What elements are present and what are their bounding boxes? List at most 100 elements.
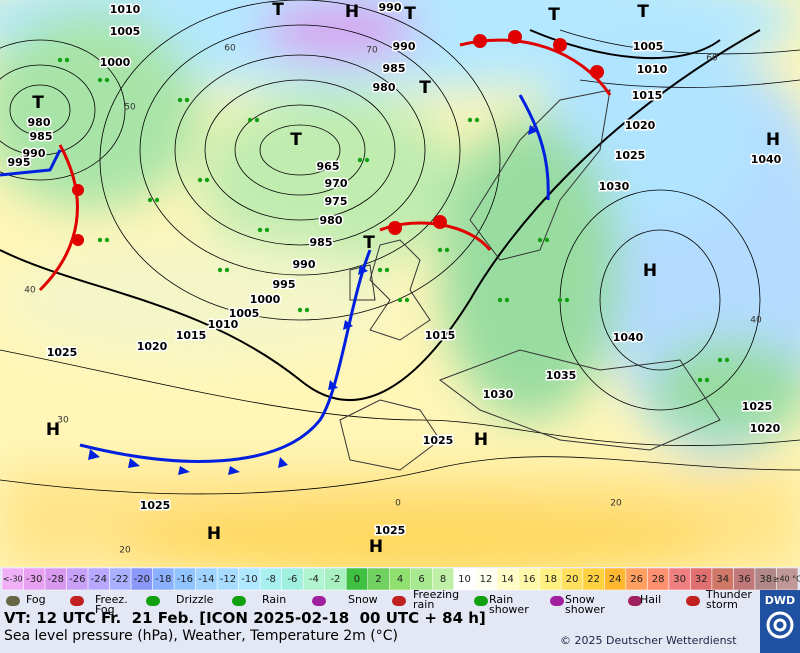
scale-label: -2 xyxy=(330,574,340,585)
rain-symbol xyxy=(104,237,110,243)
legend-icon xyxy=(146,596,160,606)
scale-label: -20 xyxy=(134,574,150,585)
rain-symbol xyxy=(204,177,210,183)
isobar-label: 1040 xyxy=(613,331,644,344)
isotherm-label: 50 xyxy=(124,103,136,113)
isobar-label: 1020 xyxy=(750,422,781,435)
pressure-center: T xyxy=(290,130,302,150)
legend-label: Fog xyxy=(26,593,46,606)
scale-label: 36 xyxy=(738,574,751,585)
scale-label: -8 xyxy=(266,574,276,585)
scale-label: -30 xyxy=(26,574,42,585)
logo-text: DWD xyxy=(764,594,796,607)
scale-label: -24 xyxy=(91,574,107,585)
isotherm-label: 30 xyxy=(57,416,69,426)
pressure-center: H xyxy=(643,261,657,281)
isotherm-label: 20 xyxy=(610,499,622,509)
scale-label: -22 xyxy=(112,574,128,585)
isotherm-label: 70 xyxy=(366,46,378,56)
legend-label: Freezing rain xyxy=(413,588,460,611)
rain-symbol xyxy=(57,57,63,63)
rain-symbol xyxy=(444,247,450,253)
legend-icon xyxy=(70,596,84,606)
rain-symbol xyxy=(97,77,103,83)
isobars xyxy=(0,0,800,495)
isobar-label: 985 xyxy=(30,130,53,143)
subtitle: Sea level pressure (hPa), Weather, Tempe… xyxy=(4,628,398,644)
scale-label: -18 xyxy=(155,574,171,585)
logo: DWD xyxy=(760,590,800,653)
rain-symbol xyxy=(147,197,153,203)
scale-label: 6 xyxy=(418,574,424,585)
scale-label: 8 xyxy=(440,574,446,585)
isotherm-label: 60 xyxy=(706,54,718,64)
rain-symbol xyxy=(64,57,70,63)
isobar-label: 995 xyxy=(273,278,296,291)
isobar-label: 1000 xyxy=(250,293,281,306)
isobar-label: 965 xyxy=(317,160,340,173)
rain-symbol xyxy=(304,307,310,313)
rain-symbol xyxy=(247,117,253,123)
scale-label: 20 xyxy=(566,574,579,585)
legend-icon xyxy=(686,596,700,606)
pressure-center: H xyxy=(207,524,221,544)
legend-icon xyxy=(392,596,406,606)
isobar-label: 1025 xyxy=(47,346,78,359)
scale-label: 30 xyxy=(673,574,686,585)
isobar-label: 1025 xyxy=(375,524,406,537)
map: 1010100510009909909859801005101010151020… xyxy=(0,0,800,567)
scale-label: 0 xyxy=(354,574,360,585)
isobar-label: 1035 xyxy=(546,369,577,382)
pressure-center: H xyxy=(369,537,383,557)
scale-label: -6 xyxy=(287,574,297,585)
rain-symbol xyxy=(697,377,703,383)
scale-label: -12 xyxy=(220,574,236,585)
scale-label: 34 xyxy=(716,574,729,585)
front-symbols xyxy=(72,30,604,475)
legend-icon xyxy=(474,596,488,606)
rain-symbol xyxy=(97,237,103,243)
isotherm-label: 0 xyxy=(395,499,401,509)
legend-icon xyxy=(232,596,246,606)
pressure-center: T xyxy=(272,0,284,20)
isobar-label: 1015 xyxy=(176,329,207,342)
rain-symbol xyxy=(704,377,710,383)
isobar-label: 970 xyxy=(325,177,348,190)
isobar-label: 1005 xyxy=(633,40,664,53)
legend-icon xyxy=(6,596,20,606)
rain-symbol xyxy=(537,237,543,243)
isobar-label: 1000 xyxy=(100,56,131,69)
isobar-label: 1025 xyxy=(742,400,773,413)
isobar-label: 1025 xyxy=(615,149,646,162)
rain-symbol xyxy=(217,267,223,273)
scale-label: ≥40 °C xyxy=(773,575,800,584)
rain-symbol xyxy=(467,117,473,123)
rain-symbol xyxy=(504,297,510,303)
isobar-label: 1030 xyxy=(483,388,514,401)
isobar-label: 985 xyxy=(310,236,333,249)
scale-label: 18 xyxy=(544,574,557,585)
copyright: © 2025 Deutscher Wetterdienst xyxy=(560,634,737,647)
scale-label: -10 xyxy=(241,574,257,585)
scale-label: 12 xyxy=(480,574,493,585)
pressure-center: T xyxy=(548,5,560,25)
scale-label: 14 xyxy=(501,574,514,585)
isobar-label: 1015 xyxy=(632,89,663,102)
legend-label: Snow xyxy=(348,593,378,606)
isobar-label: 1025 xyxy=(423,434,454,447)
rain-symbol xyxy=(377,267,383,273)
legend-icon xyxy=(550,596,564,606)
isobar-label: 980 xyxy=(373,81,396,94)
legend-label: Thunder storm xyxy=(706,588,752,611)
scale-label: 38 xyxy=(759,574,772,585)
scale-label: -16 xyxy=(177,574,193,585)
isobar-label: 1005 xyxy=(110,25,141,38)
legend-label: Snow shower xyxy=(565,593,605,616)
rain-symbol xyxy=(104,77,110,83)
legend-label: Hail xyxy=(640,593,662,606)
pressure-center: T xyxy=(32,93,44,113)
rain-symbol xyxy=(154,197,160,203)
legend-icon xyxy=(312,596,326,606)
rain-symbol xyxy=(177,97,183,103)
